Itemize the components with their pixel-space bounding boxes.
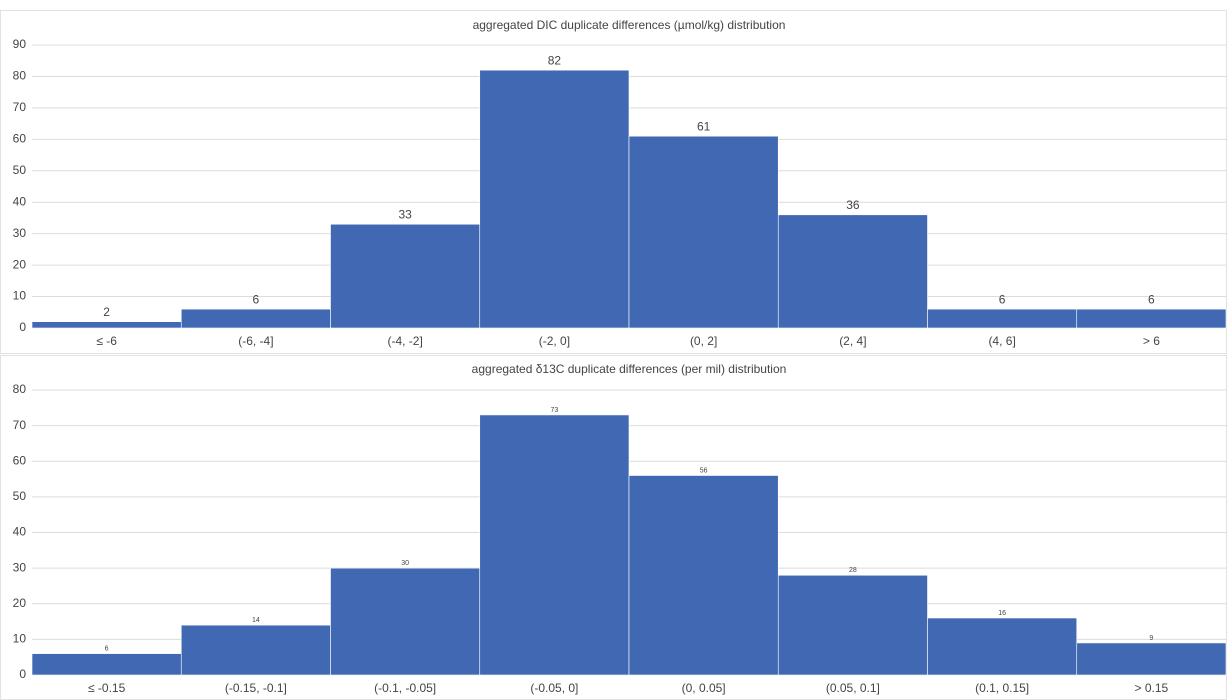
x-tick-label: (0.1, 0.15] xyxy=(975,681,1029,695)
data-label: 2 xyxy=(103,305,110,319)
y-tick-label: 60 xyxy=(13,132,27,146)
y-tick-label: 10 xyxy=(13,632,27,646)
bar xyxy=(628,135,779,329)
y-tick-label: 10 xyxy=(13,289,27,303)
y-tick-label: 70 xyxy=(13,100,27,114)
y-tick-label: 40 xyxy=(13,525,27,539)
y-tick-label: 90 xyxy=(13,37,27,51)
x-tick-label: (4, 6] xyxy=(988,334,1015,348)
bar xyxy=(31,321,182,329)
y-tick-label: 40 xyxy=(13,194,27,208)
data-label: 61 xyxy=(697,119,711,133)
y-tick-label: 0 xyxy=(19,320,26,334)
data-label: 36 xyxy=(846,198,860,212)
x-tick-label: (0.05, 0.1] xyxy=(826,681,880,695)
data-label: 28 xyxy=(849,567,857,574)
bar xyxy=(180,624,331,676)
y-tick-label: 50 xyxy=(13,489,27,503)
bar xyxy=(927,617,1078,676)
y-tick-label: 30 xyxy=(13,560,27,574)
x-tick-label: (-2, 0] xyxy=(539,334,570,348)
bar xyxy=(479,69,630,329)
bar xyxy=(31,653,182,676)
x-tick-label: (2, 4] xyxy=(839,334,866,348)
data-label: 82 xyxy=(548,53,562,67)
data-label: 30 xyxy=(401,560,409,567)
y-tick-label: 70 xyxy=(13,418,27,432)
x-tick-label: (0, 0.05] xyxy=(682,681,726,695)
x-tick-label: > 0.15 xyxy=(1135,681,1169,695)
bar xyxy=(777,574,928,676)
bar xyxy=(927,308,1078,329)
x-tick-label: > 6 xyxy=(1143,334,1160,348)
data-label: 6 xyxy=(105,645,109,652)
bar xyxy=(330,223,481,329)
y-tick-label: 50 xyxy=(13,163,27,177)
bar xyxy=(479,414,630,676)
x-tick-label: (-0.1, -0.05] xyxy=(374,681,436,695)
bar xyxy=(1076,642,1227,676)
y-tick-label: 80 xyxy=(13,69,27,83)
x-tick-label: (-4, -2] xyxy=(387,334,422,348)
bar xyxy=(180,308,331,329)
bar xyxy=(330,567,481,676)
data-label: 14 xyxy=(252,617,260,624)
chart-title: aggregated DIC duplicate differences (µm… xyxy=(473,18,786,32)
y-tick-label: 60 xyxy=(13,453,27,467)
bar xyxy=(1076,308,1227,329)
y-tick-label: 80 xyxy=(13,382,27,396)
x-tick-label: (0, 2] xyxy=(690,334,717,348)
data-label: 6 xyxy=(253,292,260,306)
y-tick-label: 0 xyxy=(19,667,26,681)
data-label: 73 xyxy=(550,407,558,414)
data-label: 9 xyxy=(1149,635,1153,642)
bar xyxy=(777,214,928,329)
data-label: 56 xyxy=(700,467,708,474)
x-tick-label: ≤ -6 xyxy=(96,334,117,348)
bar xyxy=(628,475,779,676)
data-label: 33 xyxy=(398,207,412,221)
data-label: 6 xyxy=(1148,292,1155,306)
x-tick-label: ≤ -0.15 xyxy=(88,681,126,695)
x-tick-label: (-0.05, 0] xyxy=(530,681,578,695)
x-tick-label: (-0.15, -0.1] xyxy=(225,681,287,695)
chart-title: aggregated δ13C duplicate differences (p… xyxy=(472,362,787,376)
x-tick-label: (-6, -4] xyxy=(238,334,273,348)
y-tick-label: 20 xyxy=(13,257,27,271)
data-label: 6 xyxy=(999,292,1006,306)
y-tick-label: 30 xyxy=(13,226,27,240)
y-tick-label: 20 xyxy=(13,596,27,610)
data-label: 16 xyxy=(998,610,1006,617)
